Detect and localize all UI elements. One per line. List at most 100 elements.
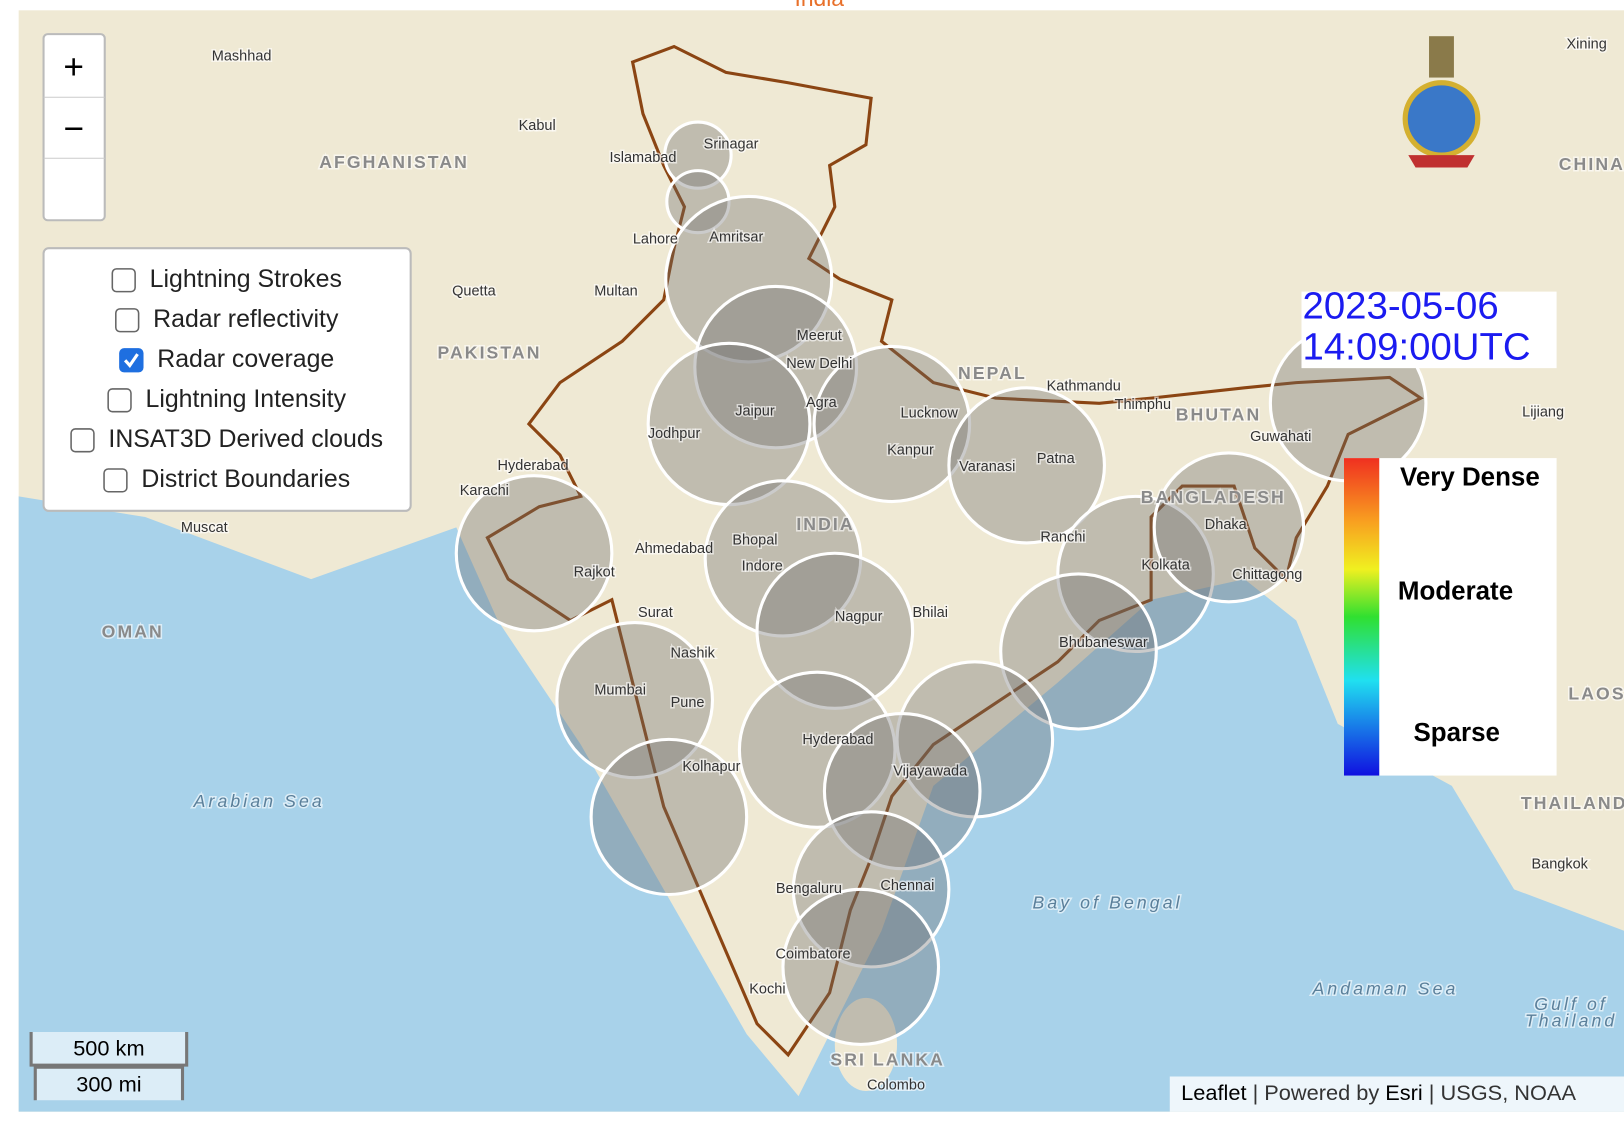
radar-circle bbox=[781, 887, 941, 1046]
place-label: INDIA bbox=[796, 514, 854, 534]
place-label: Bengaluru bbox=[776, 881, 842, 897]
place-label: Ahmedabad bbox=[635, 541, 713, 557]
place-label: Indore bbox=[742, 559, 783, 575]
place-label: THAILAND bbox=[1521, 793, 1624, 813]
timestamp-date: 2023-05-06 bbox=[1303, 284, 1499, 327]
place-label: Chennai bbox=[880, 878, 934, 894]
leaflet-link[interactable]: Leaflet bbox=[1181, 1080, 1246, 1105]
esri-link[interactable]: Esri bbox=[1385, 1080, 1422, 1105]
legend-label: Very Dense bbox=[1400, 464, 1540, 492]
place-label: Guwahati bbox=[1250, 429, 1311, 445]
layer-label: Radar reflectivity bbox=[153, 306, 339, 333]
title: India bbox=[795, 0, 845, 11]
attribution-text: | USGS, NOAA bbox=[1423, 1080, 1577, 1105]
place-label: Kolkata bbox=[1141, 557, 1190, 573]
place-label: Hyderabad bbox=[802, 732, 873, 748]
layer-label: Radar coverage bbox=[157, 346, 334, 373]
place-label: Varanasi bbox=[959, 459, 1015, 475]
layer-label: Lightning Intensity bbox=[145, 386, 346, 413]
radar-circle bbox=[812, 344, 972, 504]
radar-circle bbox=[1056, 494, 1215, 654]
check-mark bbox=[123, 353, 139, 368]
layer-label: Lightning Strokes bbox=[150, 266, 342, 293]
attribution: Leaflet | Powered by Esri | USGS, NOAA bbox=[1181, 1080, 1576, 1105]
legend-gradient bbox=[1344, 458, 1380, 776]
place-label: Meerut bbox=[797, 328, 842, 344]
legend bbox=[1344, 458, 1557, 776]
place-label: Jaipur bbox=[735, 403, 775, 419]
place-label: Xining bbox=[1567, 36, 1607, 52]
place-label: Hyderabad bbox=[498, 458, 569, 474]
place-label: Nashik bbox=[671, 645, 716, 661]
place-label: OMAN bbox=[102, 622, 164, 642]
place-label: Colombo bbox=[867, 1078, 925, 1094]
place-label: Mashhad bbox=[212, 49, 272, 65]
attribution-box bbox=[1169, 1076, 1624, 1112]
place-label: NEPAL bbox=[958, 363, 1027, 383]
attribution-text: | Powered by bbox=[1247, 1080, 1386, 1105]
place-label: Gulf of bbox=[1534, 994, 1608, 1014]
place-label: Karachi bbox=[460, 483, 509, 499]
radar-circle bbox=[665, 169, 731, 235]
place-label: Thimphu bbox=[1115, 397, 1171, 413]
place-label: Bay of Bengal bbox=[1032, 892, 1182, 912]
place-label: Ranchi bbox=[1040, 530, 1085, 546]
place-label: Chittagong bbox=[1232, 567, 1302, 583]
emblem bbox=[1402, 36, 1481, 168]
place-label: Patna bbox=[1037, 451, 1076, 467]
place-label: Bhopal bbox=[732, 533, 777, 549]
layer-checkbox[interactable] bbox=[107, 388, 132, 413]
place-label: Pune bbox=[671, 695, 705, 711]
place-label: Agra bbox=[806, 395, 838, 411]
place-label: Rajkot bbox=[574, 565, 615, 581]
zoom-control bbox=[42, 33, 106, 222]
scale-metric bbox=[29, 1032, 189, 1067]
layer-label: INSAT3D Derived clouds bbox=[108, 426, 383, 453]
layer-checkbox[interactable] bbox=[115, 308, 140, 333]
place-label: Coimbatore bbox=[776, 946, 851, 962]
place-label: PAKISTAN bbox=[437, 342, 541, 362]
legend-label: Sparse bbox=[1413, 719, 1499, 747]
place-label: Srinagar bbox=[704, 137, 759, 153]
place-label: Islamabad bbox=[610, 150, 677, 166]
place-label: Andaman Sea bbox=[1312, 978, 1459, 998]
scale-imperial bbox=[33, 1065, 185, 1101]
layer-label: District Boundaries bbox=[141, 466, 350, 493]
radar-circle bbox=[822, 711, 982, 871]
place-label: Dhaka bbox=[1205, 517, 1248, 533]
place-label: BHUTAN bbox=[1176, 404, 1262, 424]
place-label: New Delhi bbox=[786, 356, 852, 372]
place-label: Kabul bbox=[519, 118, 556, 134]
place-label: Bhubaneswar bbox=[1059, 635, 1148, 651]
place-label: Thailand bbox=[1525, 1010, 1617, 1030]
place-label: Multan bbox=[594, 283, 638, 299]
layer-checkbox[interactable] bbox=[103, 468, 128, 493]
place-label: Kanpur bbox=[887, 443, 934, 459]
radar-circle bbox=[947, 386, 1106, 545]
zoom-out[interactable]: − bbox=[63, 110, 84, 149]
layer-checkbox[interactable] bbox=[119, 348, 144, 373]
place-label: Mumbai bbox=[594, 683, 646, 699]
place-label: BANGLADESH bbox=[1141, 487, 1286, 507]
radar-circle bbox=[664, 194, 834, 364]
layer-list: Lightning Strokes Radar reflectivity Radar… bbox=[70, 266, 383, 493]
place-label: Quetta bbox=[452, 283, 496, 299]
legend-label: Moderate bbox=[1398, 577, 1513, 605]
place-label: Amritsar bbox=[709, 230, 763, 246]
radar-circle bbox=[1152, 451, 1306, 604]
place-label: Lahore bbox=[633, 232, 678, 248]
place-label: Muscat bbox=[181, 520, 228, 536]
place-label: Kolhapur bbox=[682, 759, 740, 775]
radar-circle bbox=[999, 572, 1158, 731]
radar-circle bbox=[454, 474, 614, 633]
place-label: Lucknow bbox=[901, 405, 959, 421]
zoom-in[interactable]: + bbox=[63, 48, 84, 87]
place-label: Kochi bbox=[749, 981, 785, 997]
layer-checkbox[interactable] bbox=[111, 268, 136, 293]
scale-label: 500 km bbox=[73, 1035, 144, 1060]
layer-checkbox[interactable] bbox=[70, 428, 95, 453]
place-label: Jodhpur bbox=[648, 426, 701, 442]
place-label: LAOS bbox=[1568, 684, 1624, 704]
